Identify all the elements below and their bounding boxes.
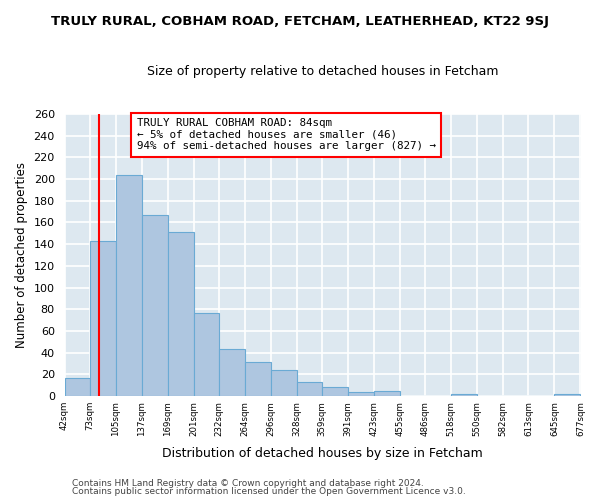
Bar — [322, 388, 348, 396]
Text: TRULY RURAL COBHAM ROAD: 84sqm
← 5% of detached houses are smaller (46)
94% of s: TRULY RURAL COBHAM ROAD: 84sqm ← 5% of d… — [137, 118, 436, 152]
Text: TRULY RURAL, COBHAM ROAD, FETCHAM, LEATHERHEAD, KT22 9SJ: TRULY RURAL, COBHAM ROAD, FETCHAM, LEATH… — [51, 15, 549, 28]
Bar — [554, 394, 580, 396]
Bar — [65, 378, 90, 396]
Bar — [271, 370, 297, 396]
Bar — [219, 350, 245, 396]
Bar — [451, 394, 478, 396]
Bar — [348, 392, 374, 396]
Bar — [168, 232, 194, 396]
Y-axis label: Number of detached properties: Number of detached properties — [15, 162, 28, 348]
Bar — [142, 215, 168, 396]
Text: Contains public sector information licensed under the Open Government Licence v3: Contains public sector information licen… — [72, 487, 466, 496]
Title: Size of property relative to detached houses in Fetcham: Size of property relative to detached ho… — [147, 65, 498, 78]
Bar — [194, 312, 219, 396]
Bar — [245, 362, 271, 396]
Bar — [297, 382, 322, 396]
Bar — [90, 241, 116, 396]
X-axis label: Distribution of detached houses by size in Fetcham: Distribution of detached houses by size … — [162, 447, 483, 460]
Bar — [116, 174, 142, 396]
Text: Contains HM Land Registry data © Crown copyright and database right 2024.: Contains HM Land Registry data © Crown c… — [72, 478, 424, 488]
Bar — [374, 390, 400, 396]
